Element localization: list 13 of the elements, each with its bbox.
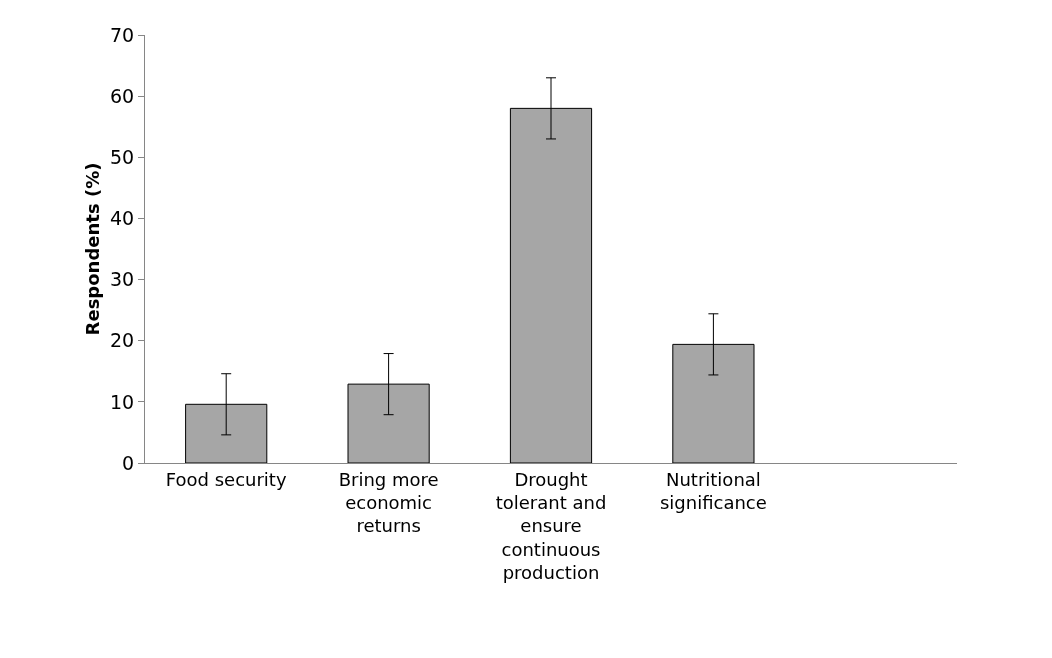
- y-tick-label: 40: [110, 207, 135, 230]
- x-tick-label: Bring more economic returns: [338, 468, 439, 537]
- y-tick-label: 20: [110, 329, 135, 352]
- y-tick-label: 30: [110, 268, 135, 291]
- y-tick-label: 60: [110, 84, 135, 107]
- y-axis-title: Respondents (%): [82, 162, 103, 336]
- y-tick-label: 70: [110, 23, 135, 46]
- y-tick-label: 0: [122, 451, 135, 474]
- x-tick-label: Food security: [165, 468, 287, 490]
- x-tick-label: Drought tolerant and ensure continuous production: [495, 468, 607, 584]
- y-tick-label: 50: [110, 145, 135, 168]
- x-tick-label: Nutritional significance: [659, 468, 767, 513]
- y-tick-label: 10: [110, 390, 135, 413]
